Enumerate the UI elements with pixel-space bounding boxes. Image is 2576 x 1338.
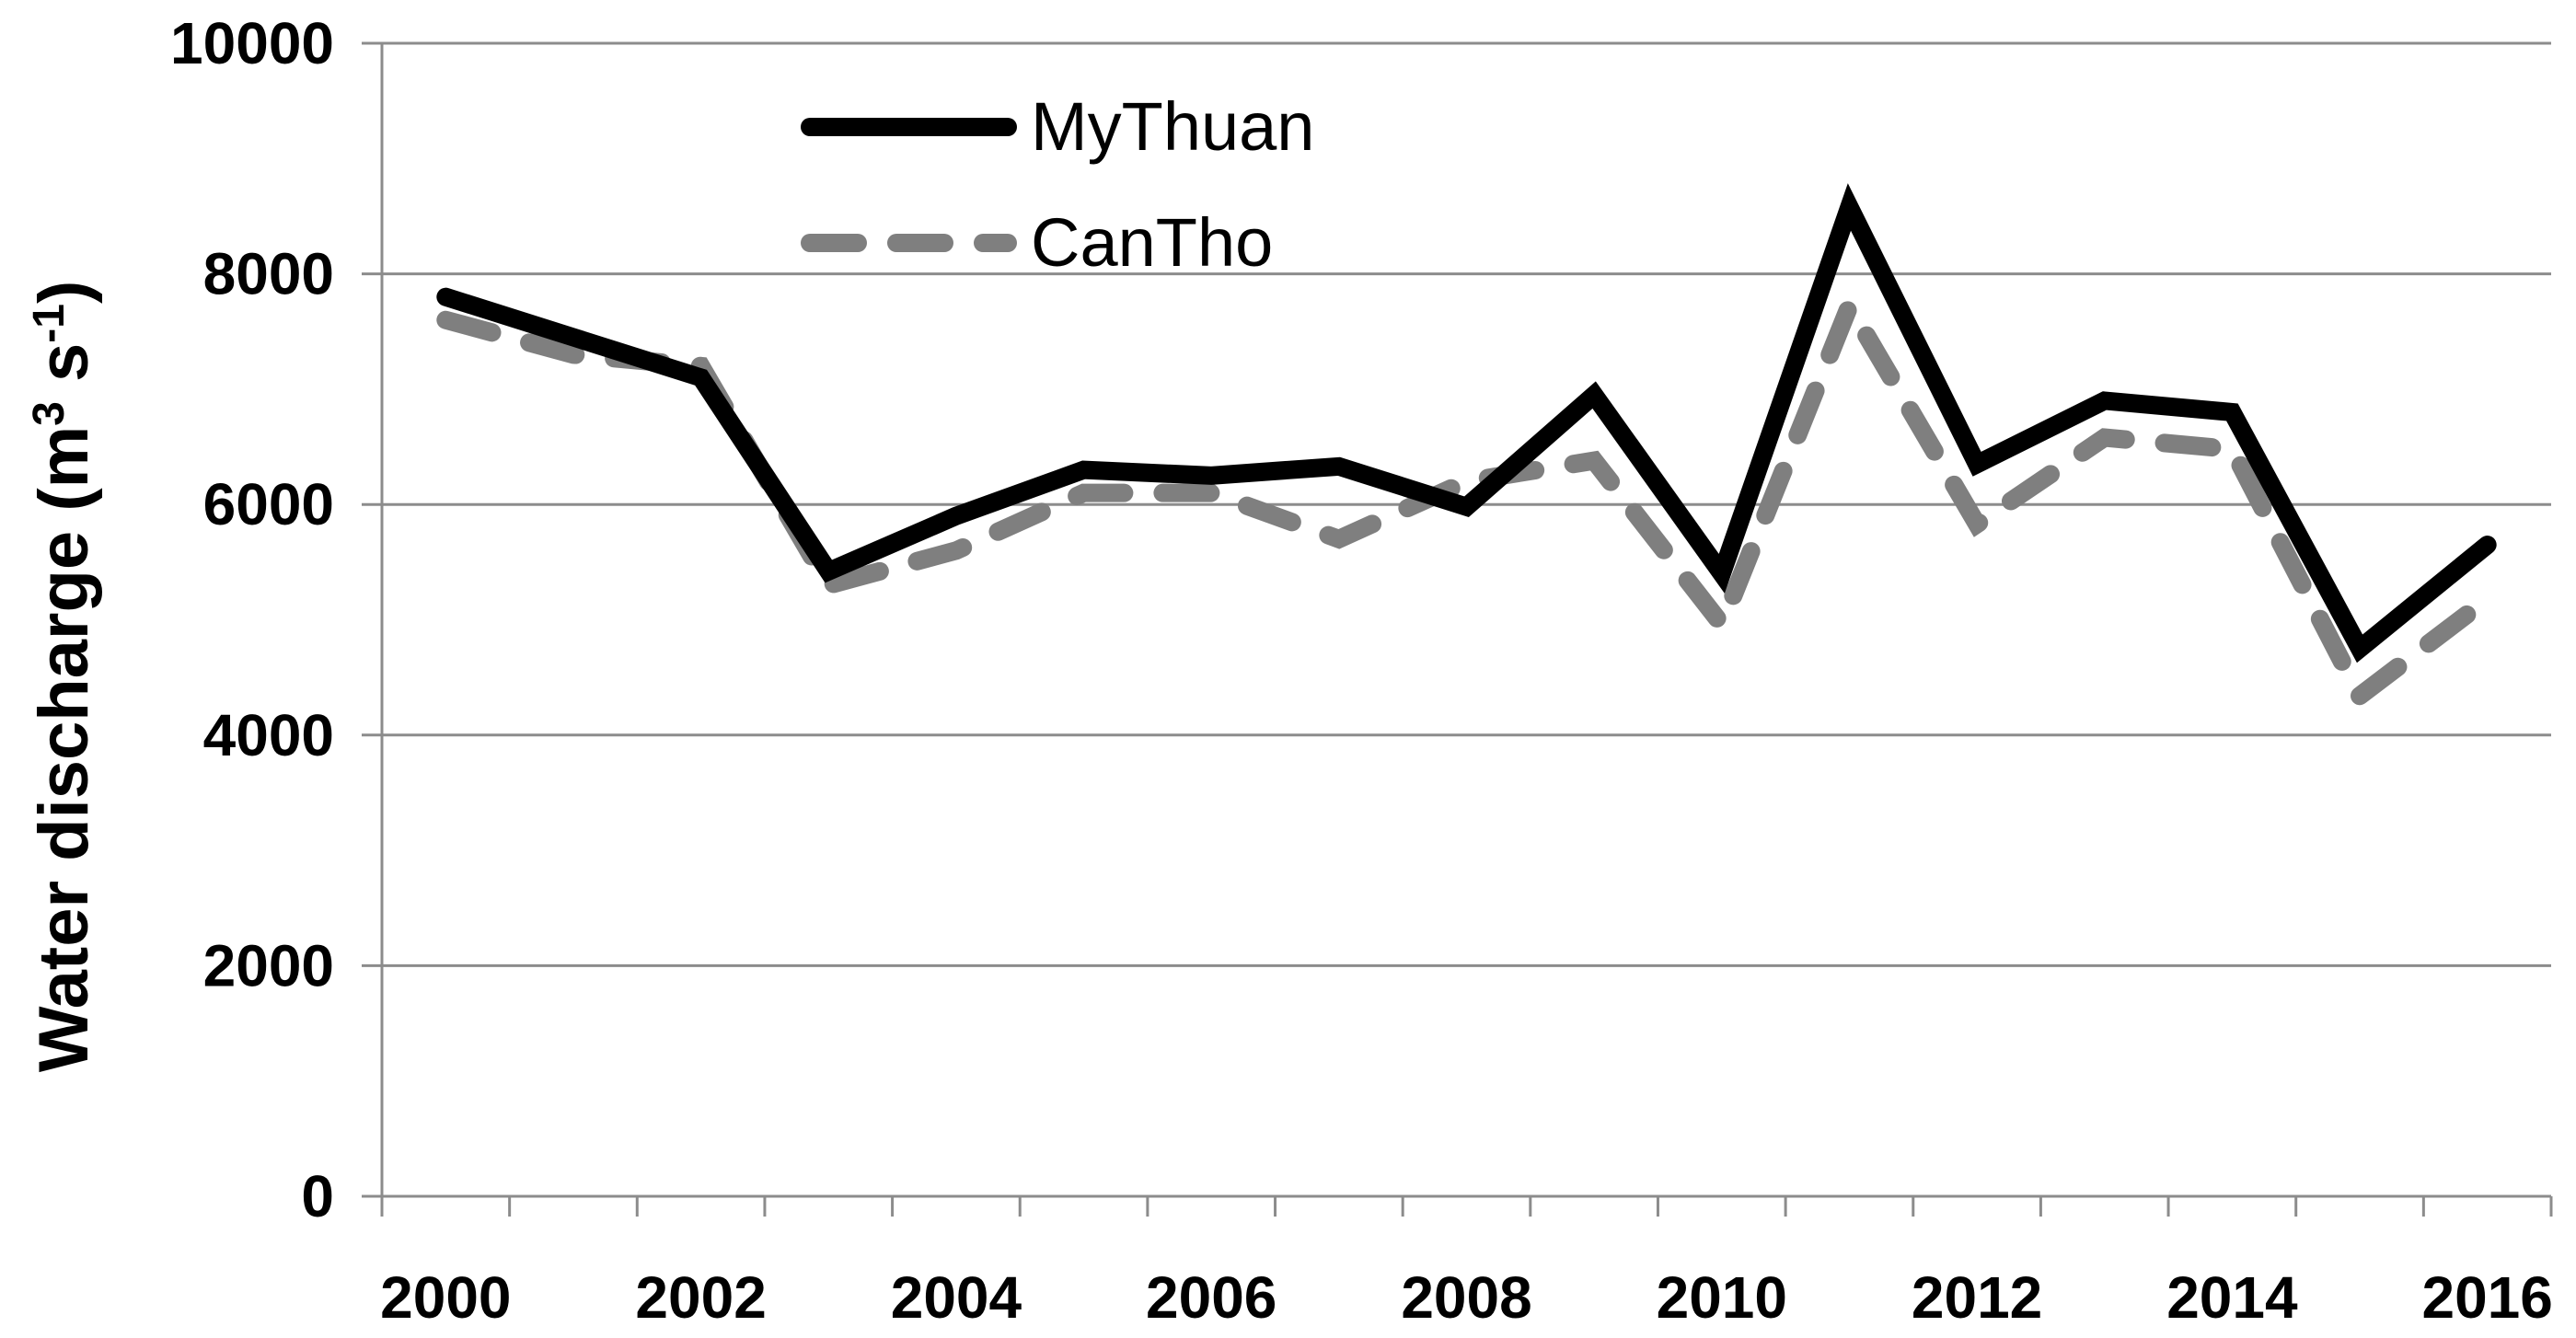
legend-label-mythuan: MyThuan — [1031, 88, 1314, 165]
y-axis-title-sup1: 3 — [25, 401, 74, 426]
x-tick-label: 2006 — [1146, 1264, 1276, 1331]
axes — [362, 41, 2553, 1217]
y-tick-label: 6000 — [203, 471, 334, 537]
series-line-mythuan — [436, 183, 2497, 663]
x-tick-label: 2004 — [891, 1264, 1022, 1331]
x-tick-label: 2008 — [1401, 1264, 1531, 1331]
x-tick-label: 2000 — [380, 1264, 511, 1331]
y-tick-label: 10000 — [170, 10, 334, 76]
y-axis-title: Water discharge (m3 s-1) — [25, 281, 103, 1073]
y-tick-label: 8000 — [203, 241, 334, 307]
y-tick-label: 4000 — [203, 702, 334, 768]
y-tick-label: 0 — [301, 1163, 334, 1229]
legend: MyThuan CanTho — [801, 88, 1314, 281]
y-tick-labels: 0 2000 4000 6000 8000 10000 — [170, 10, 334, 1229]
x-tick-label: 2002 — [635, 1264, 766, 1331]
y-axis-title-end: ) — [25, 281, 103, 304]
x-tick-label: 2012 — [1912, 1264, 2042, 1331]
legend-label-cantho: CanTho — [1031, 204, 1273, 281]
y-tick-label: 2000 — [203, 932, 334, 998]
x-tick-label: 2016 — [2421, 1264, 2552, 1331]
series-lines — [436, 183, 2497, 710]
x-tick-labels: 2000 2002 2004 2006 2008 2010 2012 2014 2016 — [380, 1264, 2553, 1331]
y-axis-title-sup2: -1 — [25, 304, 74, 343]
y-axis-title-mid: s — [25, 343, 103, 401]
x-tick-label: 2010 — [1657, 1264, 1787, 1331]
x-tick-label: 2014 — [2166, 1264, 2298, 1331]
y-axis-title-text: Water discharge (m — [25, 426, 103, 1072]
